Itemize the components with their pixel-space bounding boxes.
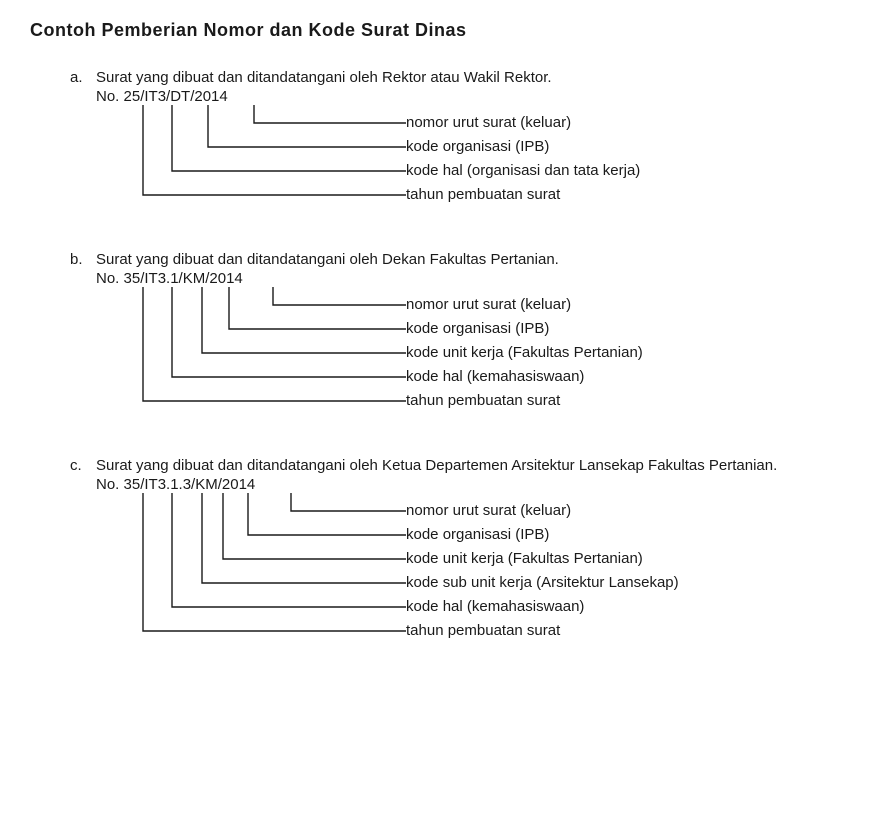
example-head: b.Surat yang dibuat dan ditandatangani o… <box>70 251 864 268</box>
example-letter: b. <box>70 251 96 268</box>
bracket-svg <box>96 493 406 653</box>
example-item: a.Surat yang dibuat dan ditandatangani o… <box>70 69 864 217</box>
bracket-label: tahun pembuatan surat <box>406 183 864 207</box>
example-number: No. 35/IT3.1.3/KM/2014 <box>96 476 864 493</box>
bracket-label: kode hal (kemahasiswaan) <box>406 365 864 389</box>
bracket-svg <box>96 105 406 217</box>
example-number: No. 35/IT3.1/KM/2014 <box>96 270 864 287</box>
example-caption: Surat yang dibuat dan ditandatangani ole… <box>96 251 864 268</box>
diagram: nomor urut surat (keluar)kode organisasi… <box>96 287 864 423</box>
page-title: Contoh Pemberian Nomor dan Kode Surat Di… <box>30 20 864 41</box>
example-caption: Surat yang dibuat dan ditandatangani ole… <box>96 69 864 86</box>
bracket-label: kode unit kerja (Fakultas Pertanian) <box>406 547 864 571</box>
diagram: nomor urut surat (keluar)kode organisasi… <box>96 493 864 653</box>
example-letter: a. <box>70 69 96 86</box>
example-item: b.Surat yang dibuat dan ditandatangani o… <box>70 251 864 423</box>
example-head: c.Surat yang dibuat dan ditandatangani o… <box>70 457 864 474</box>
label-list: nomor urut surat (keluar)kode organisasi… <box>406 105 864 207</box>
example-letter: c. <box>70 457 96 474</box>
bracket-label: kode sub unit kerja (Arsitektur Lansekap… <box>406 571 864 595</box>
bracket-label: tahun pembuatan surat <box>406 389 864 413</box>
bracket-label: kode hal (organisasi dan tata kerja) <box>406 159 864 183</box>
bracket-label: nomor urut surat (keluar) <box>406 499 864 523</box>
examples-list: a.Surat yang dibuat dan ditandatangani o… <box>30 69 864 653</box>
example-number: No. 25/IT3/DT/2014 <box>96 88 864 105</box>
bracket-svg <box>96 287 406 423</box>
diagram: nomor urut surat (keluar)kode organisasi… <box>96 105 864 217</box>
example-head: a.Surat yang dibuat dan ditandatangani o… <box>70 69 864 86</box>
bracket-label: kode organisasi (IPB) <box>406 523 864 547</box>
example-item: c.Surat yang dibuat dan ditandatangani o… <box>70 457 864 653</box>
example-caption: Surat yang dibuat dan ditandatangani ole… <box>96 457 864 474</box>
label-list: nomor urut surat (keluar)kode organisasi… <box>406 287 864 413</box>
bracket-label: kode hal (kemahasiswaan) <box>406 595 864 619</box>
bracket-label: tahun pembuatan surat <box>406 619 864 643</box>
bracket-label: kode unit kerja (Fakultas Pertanian) <box>406 341 864 365</box>
bracket-label: nomor urut surat (keluar) <box>406 293 864 317</box>
bracket-label: kode organisasi (IPB) <box>406 135 864 159</box>
bracket-label: kode organisasi (IPB) <box>406 317 864 341</box>
label-list: nomor urut surat (keluar)kode organisasi… <box>406 493 864 643</box>
bracket-label: nomor urut surat (keluar) <box>406 111 864 135</box>
